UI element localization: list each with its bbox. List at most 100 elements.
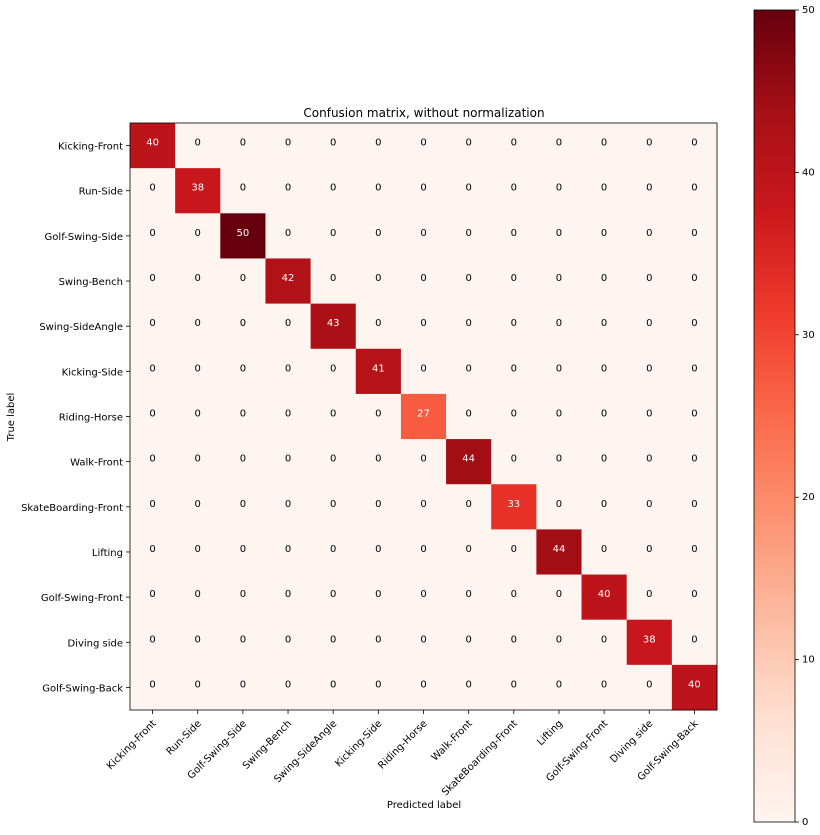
heatmap-cell [175,168,221,214]
cell-value-label: 0 [691,183,697,194]
heatmap-cell [265,348,312,395]
heatmap-cell [446,574,492,621]
colorbar [753,9,796,823]
cell-value-label: 0 [556,273,562,284]
cell-value-label: 0 [556,679,562,690]
heatmap-cell [446,439,492,485]
heatmap-cell [446,393,492,440]
cell-value-label: 40 [688,679,701,690]
heatmap-cell [175,484,221,530]
cell-value-label: 0 [691,138,697,149]
cell-value-label: 0 [511,409,517,420]
heatmap-cell [671,168,718,214]
cell-value-label: 0 [240,589,246,600]
heatmap-cell [400,574,447,621]
cell-value-label: 40 [598,589,611,600]
heatmap-cell [310,484,357,530]
heatmap-cell [220,168,266,214]
heatmap-cell [446,258,492,305]
cell-value-label: 50 [237,228,250,239]
heatmap-cell [536,258,582,305]
heatmap-cell [265,574,312,621]
cell-value-label: 0 [511,544,517,555]
cell-value-label: 0 [149,454,155,465]
cell-value-label: 0 [646,273,652,284]
cell-value-label: 0 [691,228,697,239]
heatmap-cell [400,168,447,214]
cell-value-label: 0 [285,679,291,690]
cell-value-label: 0 [691,363,697,374]
heatmap-cell [175,348,221,395]
heatmap-cell [265,213,312,259]
colorbar-ticks: 0 10 20 30 40 50 [795,5,815,828]
heatmap-cell [130,439,176,485]
cell-value-label: 0 [375,409,381,420]
cell-value-label: 0 [149,363,155,374]
heatmap-cell [400,213,447,259]
cell-value-label: 0 [646,318,652,329]
heatmap-cells [130,123,718,711]
cell-value-label: 0 [285,183,291,194]
heatmap-cell [310,123,357,169]
cell-value-label: 0 [646,138,652,149]
heatmap-cell [130,529,176,575]
heatmap-cell [536,439,582,485]
cell-value-label: 0 [601,228,607,239]
heatmap-cell [130,664,176,711]
colorbar-tick-label: 0 [802,817,808,828]
heatmap-cell [130,574,176,621]
heatmap-cell [310,664,357,711]
heatmap-cell [446,529,492,575]
heatmap-cell [491,393,537,440]
cell-value-label: 0 [330,273,336,284]
cell-value-label: 0 [420,363,426,374]
heatmap-cell [536,484,582,530]
cell-value-label: 0 [330,454,336,465]
y-tick-label: Swing-Bench [59,277,123,288]
heatmap-cell [130,123,176,169]
heatmap-cell [671,574,718,621]
heatmap-cell [626,574,673,621]
cell-value-label: 0 [691,409,697,420]
heatmap-cell [355,439,402,485]
y-tick-label: Riding-Horse [59,413,123,424]
heatmap-cell [130,258,176,305]
cell-value-label: 0 [691,544,697,555]
heatmap-cell [446,303,492,350]
cell-value-label: 0 [240,318,246,329]
heatmap-cell [446,123,492,169]
heatmap-cell [220,123,266,169]
cell-value-label: 0 [420,589,426,600]
cell-value-label: 43 [327,318,340,329]
cell-value-label: 0 [375,228,381,239]
cell-value-label: 0 [330,363,336,374]
heatmap-cell [175,393,221,440]
cell-value-label: 38 [643,634,656,645]
cell-value-label: 0 [420,273,426,284]
cell-value-label: 0 [420,138,426,149]
heatmap-cell [265,619,312,666]
heatmap-cell [581,619,628,666]
heatmap-cell [220,664,266,711]
cell-value-label: 0 [601,409,607,420]
cell-value-label: 27 [417,409,430,420]
heatmap-cell [220,574,266,621]
cell-value-label: 0 [465,499,471,510]
heatmap-cell [130,168,176,214]
x-tick-label: Run-Side [165,718,204,757]
colorbar-tick-label: 50 [802,5,815,16]
heatmap-cell [265,123,312,169]
cell-value-label: 40 [146,138,159,149]
cell-value-label: 0 [601,544,607,555]
cell-value-label: 0 [195,409,201,420]
y-tick-label: SkateBoarding-Front [21,503,123,514]
cell-value-label: 0 [285,228,291,239]
cell-value-label: 0 [511,454,517,465]
cell-value-label: 0 [420,499,426,510]
heatmap-cell [220,348,266,395]
heatmap-cell [626,123,673,169]
heatmap-cell [175,303,221,350]
cell-value-label: 0 [195,679,201,690]
y-axis-label: True label [6,393,17,443]
heatmap-cell [130,619,176,666]
